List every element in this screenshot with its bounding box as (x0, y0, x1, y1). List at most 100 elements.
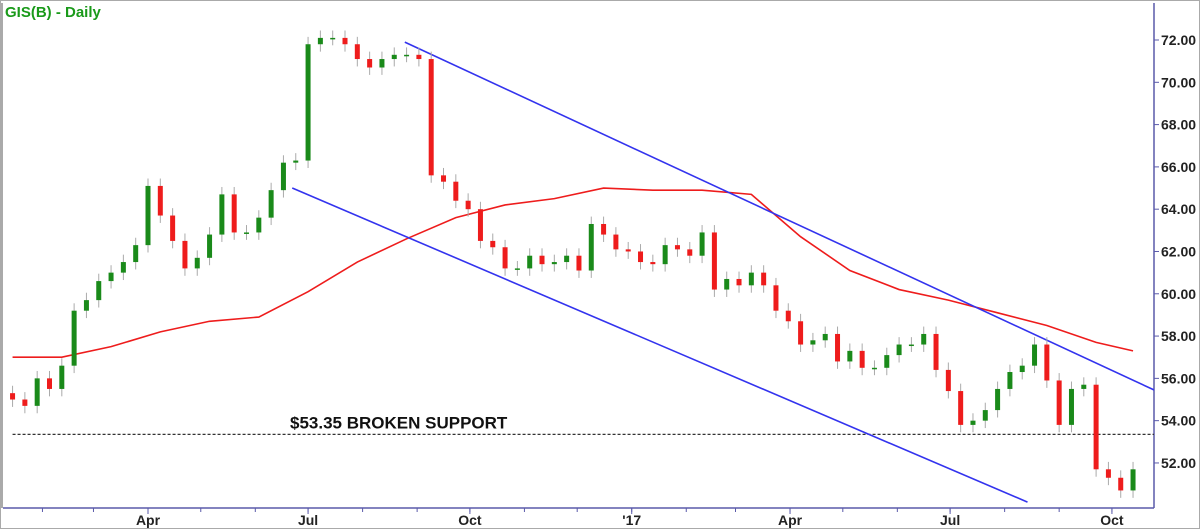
candle-body (588, 223, 594, 271)
candle-body (367, 59, 373, 68)
chart-title: GIS(B) - Daily (5, 4, 102, 21)
candle-body (145, 185, 151, 246)
candle-body (822, 333, 828, 341)
candle-body (133, 245, 139, 263)
candle-body (564, 255, 570, 263)
candle-body (83, 300, 89, 311)
candle-body (982, 410, 988, 421)
candle-body (231, 194, 237, 233)
candle-body (157, 185, 163, 216)
candle-body (650, 262, 656, 265)
candle-body (268, 190, 274, 218)
candle-body (736, 278, 742, 286)
candle-body (724, 278, 730, 290)
candle-body (1068, 388, 1074, 425)
candle-body (687, 249, 693, 256)
candle-body (22, 399, 28, 406)
candle-body (896, 344, 902, 356)
candle-body (970, 420, 976, 425)
y-tick-label: 52.00 (1161, 455, 1196, 471)
x-tick-label: Oct (458, 512, 482, 528)
candle-body (453, 181, 459, 201)
candle-body (1032, 344, 1038, 366)
candle-body (761, 272, 767, 286)
candle-body (416, 54, 422, 60)
candle-body (847, 350, 853, 362)
candle-body (773, 285, 779, 311)
candle-body (1081, 384, 1087, 389)
candle-body (280, 162, 286, 191)
candle-body (908, 344, 914, 347)
candle-body (810, 340, 816, 345)
candle-body (490, 240, 496, 248)
candle-body (527, 255, 533, 269)
y-tick-label: 56.00 (1161, 370, 1196, 386)
candle-body (748, 272, 754, 286)
candle-body (859, 350, 865, 368)
candle-body (441, 175, 447, 182)
candle-body (71, 310, 77, 366)
candle-body (638, 251, 644, 263)
candle-body (995, 388, 1001, 411)
candle-body (207, 234, 213, 258)
y-tick-label: 64.00 (1161, 201, 1196, 217)
candle-body (514, 268, 520, 270)
y-tick-label: 54.00 (1161, 413, 1196, 429)
candle-body (625, 249, 631, 252)
candle-body (699, 232, 705, 256)
candle-body (933, 333, 939, 370)
upper-trendline (404, 41, 1154, 391)
candle-body (404, 54, 410, 57)
y-tick-label: 66.00 (1161, 159, 1196, 175)
candle-body (219, 194, 225, 235)
candle-body (921, 333, 927, 345)
candle-body (108, 272, 114, 282)
candle-body (96, 281, 102, 301)
candle-body (10, 393, 16, 400)
moving-average-line (12, 187, 1134, 359)
candle-body (477, 209, 483, 241)
candle-body (59, 365, 65, 389)
x-tick-label: Oct (1100, 512, 1124, 528)
candle-body (34, 378, 40, 406)
candle-body (613, 234, 619, 250)
x-tick-label: Apr (778, 512, 803, 528)
candle-body (120, 262, 126, 273)
candle-body (317, 37, 323, 45)
candle-body (835, 333, 841, 362)
support-label: $53.35 BROKEN SUPPORT (290, 413, 508, 432)
candle-body (1019, 365, 1025, 373)
candle-body (601, 223, 607, 235)
candle-body (662, 245, 668, 265)
candle-body (1093, 384, 1099, 470)
candle-body (293, 160, 299, 163)
y-tick-label: 60.00 (1161, 286, 1196, 302)
candle-body (182, 240, 188, 269)
candle-body (711, 232, 717, 290)
candle-body (305, 44, 311, 161)
candle-body (244, 232, 250, 234)
candle-body (379, 59, 385, 68)
candle-body (502, 247, 508, 269)
y-tick-label: 62.00 (1161, 243, 1196, 259)
candle-body (46, 378, 52, 389)
candle-body (576, 255, 582, 271)
lower-trendline (291, 187, 1028, 503)
x-tick-label: Jul (298, 512, 318, 528)
x-tick-label: '17 (622, 512, 641, 528)
y-tick-label: 68.00 (1161, 117, 1196, 133)
candle-body (330, 37, 336, 40)
x-tick-label: Apr (136, 512, 161, 528)
candle-body (1130, 469, 1136, 491)
candle-body (1007, 372, 1013, 389)
y-tick-label: 70.00 (1161, 74, 1196, 90)
candle-body (342, 37, 348, 45)
candle-body (539, 255, 545, 265)
candle-body (194, 257, 200, 269)
candle-body (170, 215, 176, 241)
candle-body (1056, 380, 1062, 425)
x-tick-label: Jul (940, 512, 960, 528)
y-tick-label: 58.00 (1161, 328, 1196, 344)
